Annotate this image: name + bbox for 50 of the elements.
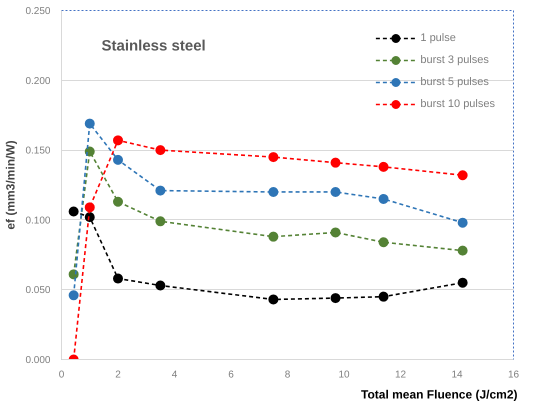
point bbox=[68, 290, 79, 300]
point bbox=[68, 206, 79, 217]
x-tick-label: 8 bbox=[284, 370, 291, 380]
point bbox=[268, 294, 278, 304]
point bbox=[378, 292, 389, 302]
y-tick-label: 0.150 bbox=[25, 146, 51, 157]
point bbox=[330, 158, 341, 168]
y-tick-label: 0.200 bbox=[25, 76, 51, 87]
point bbox=[268, 232, 278, 242]
point bbox=[268, 152, 278, 162]
text: Stainless steel bbox=[102, 38, 206, 54]
point bbox=[458, 278, 468, 288]
y-tick-label: 0.250 bbox=[25, 6, 51, 17]
y-axis-title: ef (mm3/min/W) bbox=[3, 140, 18, 230]
y-tick-label: 0.100 bbox=[25, 215, 51, 226]
x-axis-title: Total mean Fluence (J/cm2) bbox=[361, 388, 518, 402]
x-tick-label: 2 bbox=[115, 370, 122, 380]
legend-label: burst 3 pulses bbox=[420, 54, 489, 66]
point bbox=[268, 186, 278, 197]
point bbox=[458, 246, 468, 256]
point bbox=[330, 227, 341, 238]
point bbox=[155, 186, 166, 196]
point bbox=[113, 135, 123, 146]
y-tick-label: 0.000 bbox=[25, 355, 51, 366]
point bbox=[378, 237, 389, 248]
legend-label: burst 10 pulses bbox=[420, 98, 495, 110]
x-tick-label: 0 bbox=[58, 370, 65, 380]
point bbox=[155, 145, 166, 156]
point bbox=[113, 196, 123, 207]
point bbox=[378, 194, 389, 204]
x-tick-label: 6 bbox=[228, 370, 234, 380]
x-tick-label: 10 bbox=[338, 370, 350, 380]
point bbox=[84, 202, 95, 212]
legend-label: 1 pulse bbox=[420, 32, 456, 44]
point bbox=[458, 170, 468, 180]
point bbox=[84, 118, 95, 129]
point bbox=[378, 162, 389, 172]
y-tick-label: 0.050 bbox=[25, 285, 51, 296]
point bbox=[330, 293, 341, 304]
x-tick-label: 16 bbox=[508, 370, 520, 380]
point bbox=[113, 274, 123, 284]
legend-label: burst 5 pulses bbox=[420, 76, 489, 88]
point bbox=[155, 216, 166, 226]
x-tick-label: 12 bbox=[394, 370, 406, 380]
point bbox=[113, 154, 123, 165]
point bbox=[458, 218, 468, 228]
x-tick-label: 4 bbox=[172, 370, 178, 380]
point bbox=[155, 280, 166, 291]
x-tick-label: 14 bbox=[451, 370, 463, 380]
point bbox=[330, 186, 341, 197]
